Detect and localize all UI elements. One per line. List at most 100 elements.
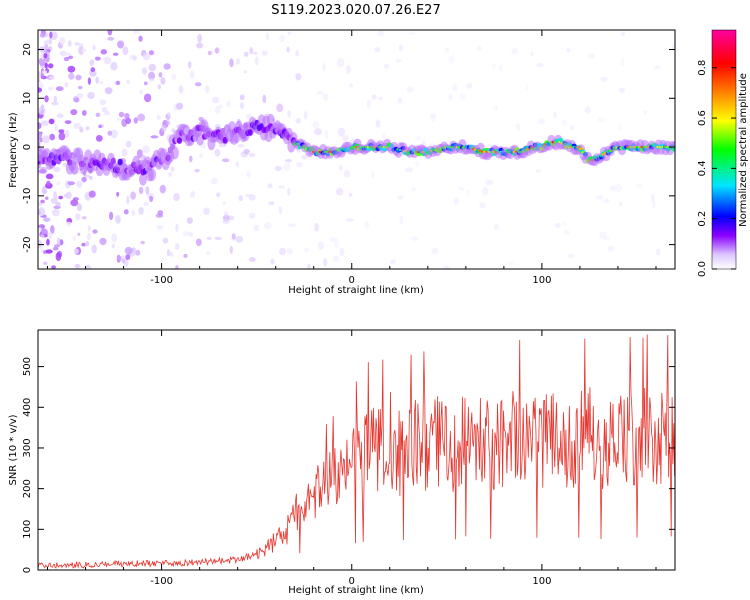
noise-speck [81,48,87,52]
noise-speck [87,226,91,232]
noise-speck [635,183,644,188]
noise-speck [371,170,375,180]
noise-speck [100,49,108,55]
noise-speck [111,243,115,249]
noise-speck [228,215,235,221]
noise-speck [43,53,48,59]
noise-speck [231,233,236,240]
noise-speck [125,117,131,125]
snr-background [38,330,675,570]
noise-speck [130,191,137,200]
ridge-halo [170,146,179,160]
noise-speck [139,89,143,95]
noise-speck [38,140,41,149]
noise-speck [75,74,82,81]
noise-speck [316,90,324,95]
noise-speck [267,183,273,189]
noise-speck [176,102,184,110]
y-tick-label: 500 [22,357,33,376]
noise-speck [156,115,161,120]
noise-speck [207,50,213,56]
noise-speck [239,101,245,110]
noise-speck [138,207,144,215]
noise-speck [121,148,128,157]
noise-speck [104,87,113,95]
colorbar-tick-label: 0.2 [697,211,708,227]
ridge-body [183,127,189,135]
noise-speck [561,119,568,127]
noise-speck [335,187,344,196]
noise-speck [95,76,99,84]
noise-speck [41,186,47,195]
noise-speck [338,164,343,171]
snr-xlabel: Height of straight line (km) [288,585,424,596]
noise-speck [498,64,503,72]
noise-speck [303,247,310,253]
noise-speck [566,47,571,53]
noise-speck [44,95,49,103]
noise-speck [85,264,92,269]
noise-speck [117,117,121,121]
noise-speck [349,83,353,88]
noise-speck [72,235,76,242]
noise-speck [78,46,84,55]
noise-speck [49,31,53,39]
ridge-core [578,147,584,150]
noise-speck [312,120,320,129]
noise-speck [59,37,66,45]
noise-speck [143,201,150,206]
noise-speck [38,106,46,115]
noise-speck [276,103,284,113]
noise-speck [569,125,574,131]
noise-speck [318,241,325,251]
noise-speck [157,84,162,90]
spectrogram-ylabel: Frequency (Hz) [8,112,19,188]
noise-speck [158,72,163,78]
noise-speck [493,105,498,111]
noise-speck [115,80,121,85]
noise-speck [81,176,87,183]
noise-speck [343,170,351,178]
noise-speck [143,93,152,103]
noise-speck [284,159,293,163]
snr-points [38,431,675,566]
noise-speck [222,219,231,225]
noise-speck [254,56,259,66]
noise-speck [79,126,84,133]
noise-speck [138,186,144,195]
noise-speck [85,126,90,131]
noise-speck [210,177,219,185]
noise-speck [55,201,61,207]
noise-speck [536,62,544,68]
noise-speck [216,192,221,198]
noise-speck [89,69,97,77]
noise-speck [323,257,328,267]
noise-speck [398,44,403,52]
noise-speck [77,203,82,212]
noise-speck [654,65,661,70]
x-tick-label: -100 [150,576,173,587]
noise-speck [111,233,118,243]
noise-speck [195,238,202,247]
noise-speck [395,59,402,63]
noise-speck [122,46,129,56]
noise-speck [397,195,404,201]
noise-speck [443,265,450,269]
noise-speck [55,252,62,262]
ridge-halo [148,168,157,182]
noise-speck [337,127,346,137]
noise-speck [245,194,252,198]
colorbar-gradient [711,29,737,270]
noise-speck [125,254,131,260]
noise-speck [599,231,607,239]
noise-speck [189,70,195,79]
noise-speck [517,128,521,132]
noise-speck [399,215,404,225]
noise-speck [64,81,69,88]
noise-speck [54,244,61,248]
colorbar: 0.0 0.2 0.4 0.6 0.8 Normalized spectral ampl… [697,29,749,277]
noise-speck [81,110,87,116]
noise-speck [107,36,115,41]
noise-speck [70,109,78,116]
